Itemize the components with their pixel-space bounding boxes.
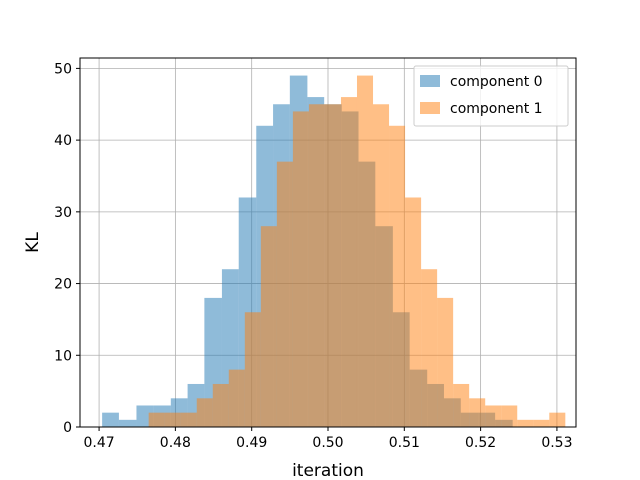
histogram-bar <box>244 312 261 427</box>
x-tick-label: 0.53 <box>541 435 572 451</box>
histogram-bar <box>389 125 406 427</box>
legend-box <box>413 65 569 127</box>
x-tick-label: 0.52 <box>465 435 496 451</box>
y-axis-label: KL <box>23 232 43 253</box>
x-tick-label: 0.48 <box>160 435 191 451</box>
legend-swatch-component-1 <box>420 102 440 114</box>
histogram-bar <box>308 104 325 428</box>
histogram-bar <box>164 412 181 427</box>
legend-label-component-0: component 0 <box>450 74 543 90</box>
histogram-bar <box>148 412 165 427</box>
y-axis-ticks: 0 10 20 30 40 50 <box>54 61 80 436</box>
y-tick-label: 10 <box>54 348 72 364</box>
histogram-bar <box>373 104 390 428</box>
histogram-bar <box>469 398 486 427</box>
histogram-bar <box>421 269 438 427</box>
x-tick-label: 0.50 <box>312 435 343 451</box>
histogram-bar <box>437 297 454 427</box>
histogram-bar <box>324 104 341 428</box>
legend-swatch-component-0 <box>420 75 440 87</box>
x-tick-label: 0.49 <box>236 435 267 451</box>
histogram-bar <box>292 111 309 427</box>
histogram-bar <box>485 405 502 427</box>
histogram-bar <box>340 97 357 427</box>
series-1-bars <box>148 75 566 428</box>
y-tick-label: 50 <box>54 61 72 77</box>
histogram-bar <box>212 383 229 427</box>
legend: component 0 component 1 <box>413 65 569 127</box>
legend-label-component-1: component 1 <box>450 101 543 117</box>
x-tick-label: 0.47 <box>83 435 114 451</box>
y-tick-label: 40 <box>54 133 72 149</box>
histogram-bar <box>549 412 566 427</box>
histogram-bar <box>405 197 422 427</box>
y-tick-label: 20 <box>54 277 72 293</box>
histogram-bars <box>102 75 566 428</box>
histogram-bar <box>517 419 534 427</box>
histogram-bar <box>356 75 374 428</box>
y-tick-label: 30 <box>54 205 72 221</box>
histogram-bar <box>453 383 470 427</box>
x-tick-label: 0.51 <box>389 435 420 451</box>
x-axis-label: iteration <box>292 461 364 480</box>
y-tick-label: 0 <box>63 420 72 436</box>
histogram-bar <box>102 412 119 427</box>
histogram-bar <box>533 419 550 427</box>
histogram-bar <box>118 419 137 427</box>
histogram-bar <box>260 226 277 427</box>
x-axis-ticks: 0.47 0.48 0.49 0.50 0.51 0.52 0.53 <box>83 427 573 451</box>
histogram-bar <box>196 398 213 427</box>
histogram-bar <box>501 405 518 427</box>
histogram-bar <box>180 412 197 427</box>
histogram-bar <box>276 161 293 428</box>
histogram-bar <box>228 369 245 427</box>
